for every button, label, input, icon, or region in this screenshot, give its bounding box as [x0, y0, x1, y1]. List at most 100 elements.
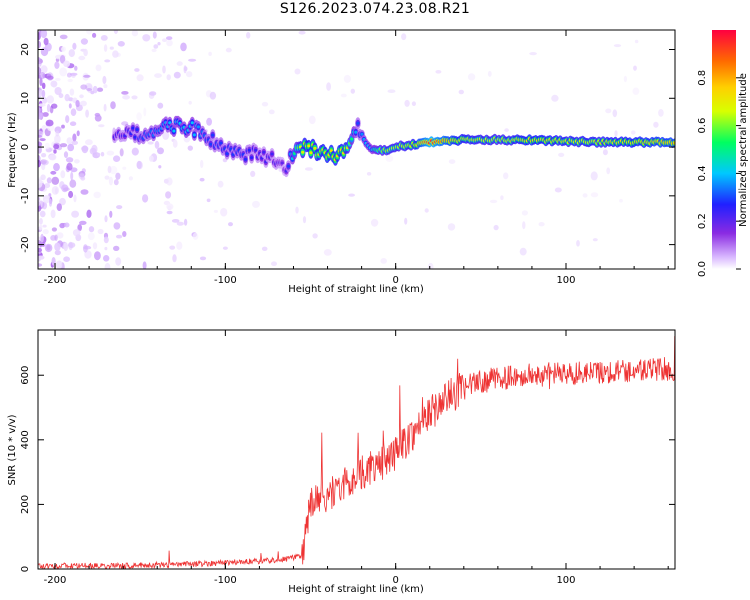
spectrogram-frame — [37, 29, 676, 270]
ridge-core — [301, 150, 305, 154]
noise-blob — [59, 67, 68, 77]
noise-blob — [447, 223, 456, 231]
noise-blob — [173, 71, 181, 79]
noise-blob — [103, 84, 108, 89]
noise-blob — [86, 88, 92, 91]
noise-blob — [103, 254, 110, 262]
noise-blob — [44, 142, 50, 150]
noise-blob — [59, 197, 66, 206]
ridge-core — [307, 144, 311, 148]
ridge-core — [360, 132, 364, 136]
ridge-core — [309, 151, 313, 155]
snr-x-tick-label: 100 — [556, 575, 575, 586]
spectrogram-x-axis-label: Height of straight line (km) — [288, 284, 424, 295]
noise-blob — [631, 130, 636, 135]
noise-blob — [86, 209, 92, 218]
noise-blob — [500, 195, 504, 200]
noise-blob — [427, 262, 434, 269]
noise-blob — [113, 245, 120, 251]
ridge-core — [356, 121, 360, 125]
ridge-core — [313, 146, 317, 150]
snr-plot-area — [38, 330, 675, 569]
noise-blob — [38, 40, 42, 49]
colorbar-tick-label: 0.0 — [697, 261, 708, 277]
noise-blob — [66, 162, 73, 171]
noise-blob — [68, 190, 74, 199]
noise-blob — [60, 170, 66, 179]
noise-blob — [38, 255, 45, 260]
noise-blob — [228, 222, 233, 227]
noise-blob — [404, 217, 408, 225]
noise-blob — [38, 240, 42, 246]
noise-blob — [225, 47, 232, 53]
noise-blob — [295, 206, 299, 214]
noise-blob — [92, 85, 98, 94]
noise-blob — [80, 38, 88, 45]
noise-blob — [92, 242, 98, 250]
noise-blob — [370, 218, 379, 227]
noise-blob — [176, 221, 184, 226]
noise-blob — [40, 174, 46, 181]
noise-blob — [92, 32, 97, 38]
noise-blob — [59, 143, 68, 148]
spectrogram-noise-layer — [38, 30, 664, 269]
snr-y-tick-label: 400 — [20, 430, 31, 449]
noise-blob — [66, 137, 73, 145]
snr-x-tick-label: 0 — [392, 575, 398, 586]
noise-blob — [44, 183, 51, 189]
noise-blob — [59, 222, 66, 229]
noise-blob — [519, 247, 527, 256]
noise-blob — [294, 68, 301, 75]
noise-blob — [71, 140, 79, 145]
chart-title: S126.2023.074.23.08.R21 — [279, 1, 471, 17]
ridge-core — [250, 156, 254, 160]
noise-blob — [74, 65, 78, 71]
colorbar-gradient — [712, 30, 736, 269]
snr-series-layer — [38, 336, 675, 569]
noise-blob — [59, 34, 68, 40]
snr-y-tick-label: 0 — [20, 566, 31, 572]
noise-blob — [72, 133, 77, 142]
noise-blob — [166, 74, 171, 81]
noise-blob — [40, 233, 44, 243]
noise-blob — [220, 207, 228, 217]
noise-blob — [68, 97, 74, 102]
noise-blob — [271, 261, 277, 267]
snr-y-tick-label: 600 — [20, 366, 31, 385]
noise-blob — [634, 39, 639, 44]
noise-blob — [48, 198, 53, 207]
spectrogram-x-tick-label: -100 — [214, 275, 237, 286]
noise-blob — [208, 51, 212, 57]
noise-blob — [115, 172, 121, 180]
noise-blob — [50, 80, 58, 88]
noise-blob — [38, 199, 41, 207]
noise-blob — [51, 176, 60, 185]
noise-blob — [38, 61, 42, 68]
noise-blob — [136, 112, 142, 121]
noise-blob — [110, 101, 116, 110]
noise-blob — [558, 152, 565, 157]
noise-blob — [67, 242, 76, 249]
noise-blob — [246, 32, 251, 39]
ridge-core — [192, 133, 196, 137]
noise-blob — [122, 95, 130, 100]
noise-blob — [183, 218, 188, 226]
noise-blob — [38, 138, 41, 143]
noise-blob — [153, 44, 159, 49]
noise-blob — [94, 112, 101, 117]
ridge-core — [209, 142, 213, 146]
noise-blob — [131, 30, 139, 37]
noise-blob — [149, 155, 154, 162]
noise-blob — [88, 226, 95, 233]
noise-blob — [85, 139, 93, 146]
noise-blob — [85, 109, 89, 118]
noise-blob — [154, 73, 162, 78]
noise-blob — [63, 60, 71, 68]
spectrogram-x-tick-label: -200 — [44, 275, 67, 286]
noise-blob — [199, 256, 207, 261]
noise-blob — [521, 210, 529, 216]
ridge-core — [270, 152, 274, 156]
noise-blob — [39, 210, 46, 218]
noise-blob — [166, 39, 173, 47]
noise-blob — [38, 88, 41, 92]
